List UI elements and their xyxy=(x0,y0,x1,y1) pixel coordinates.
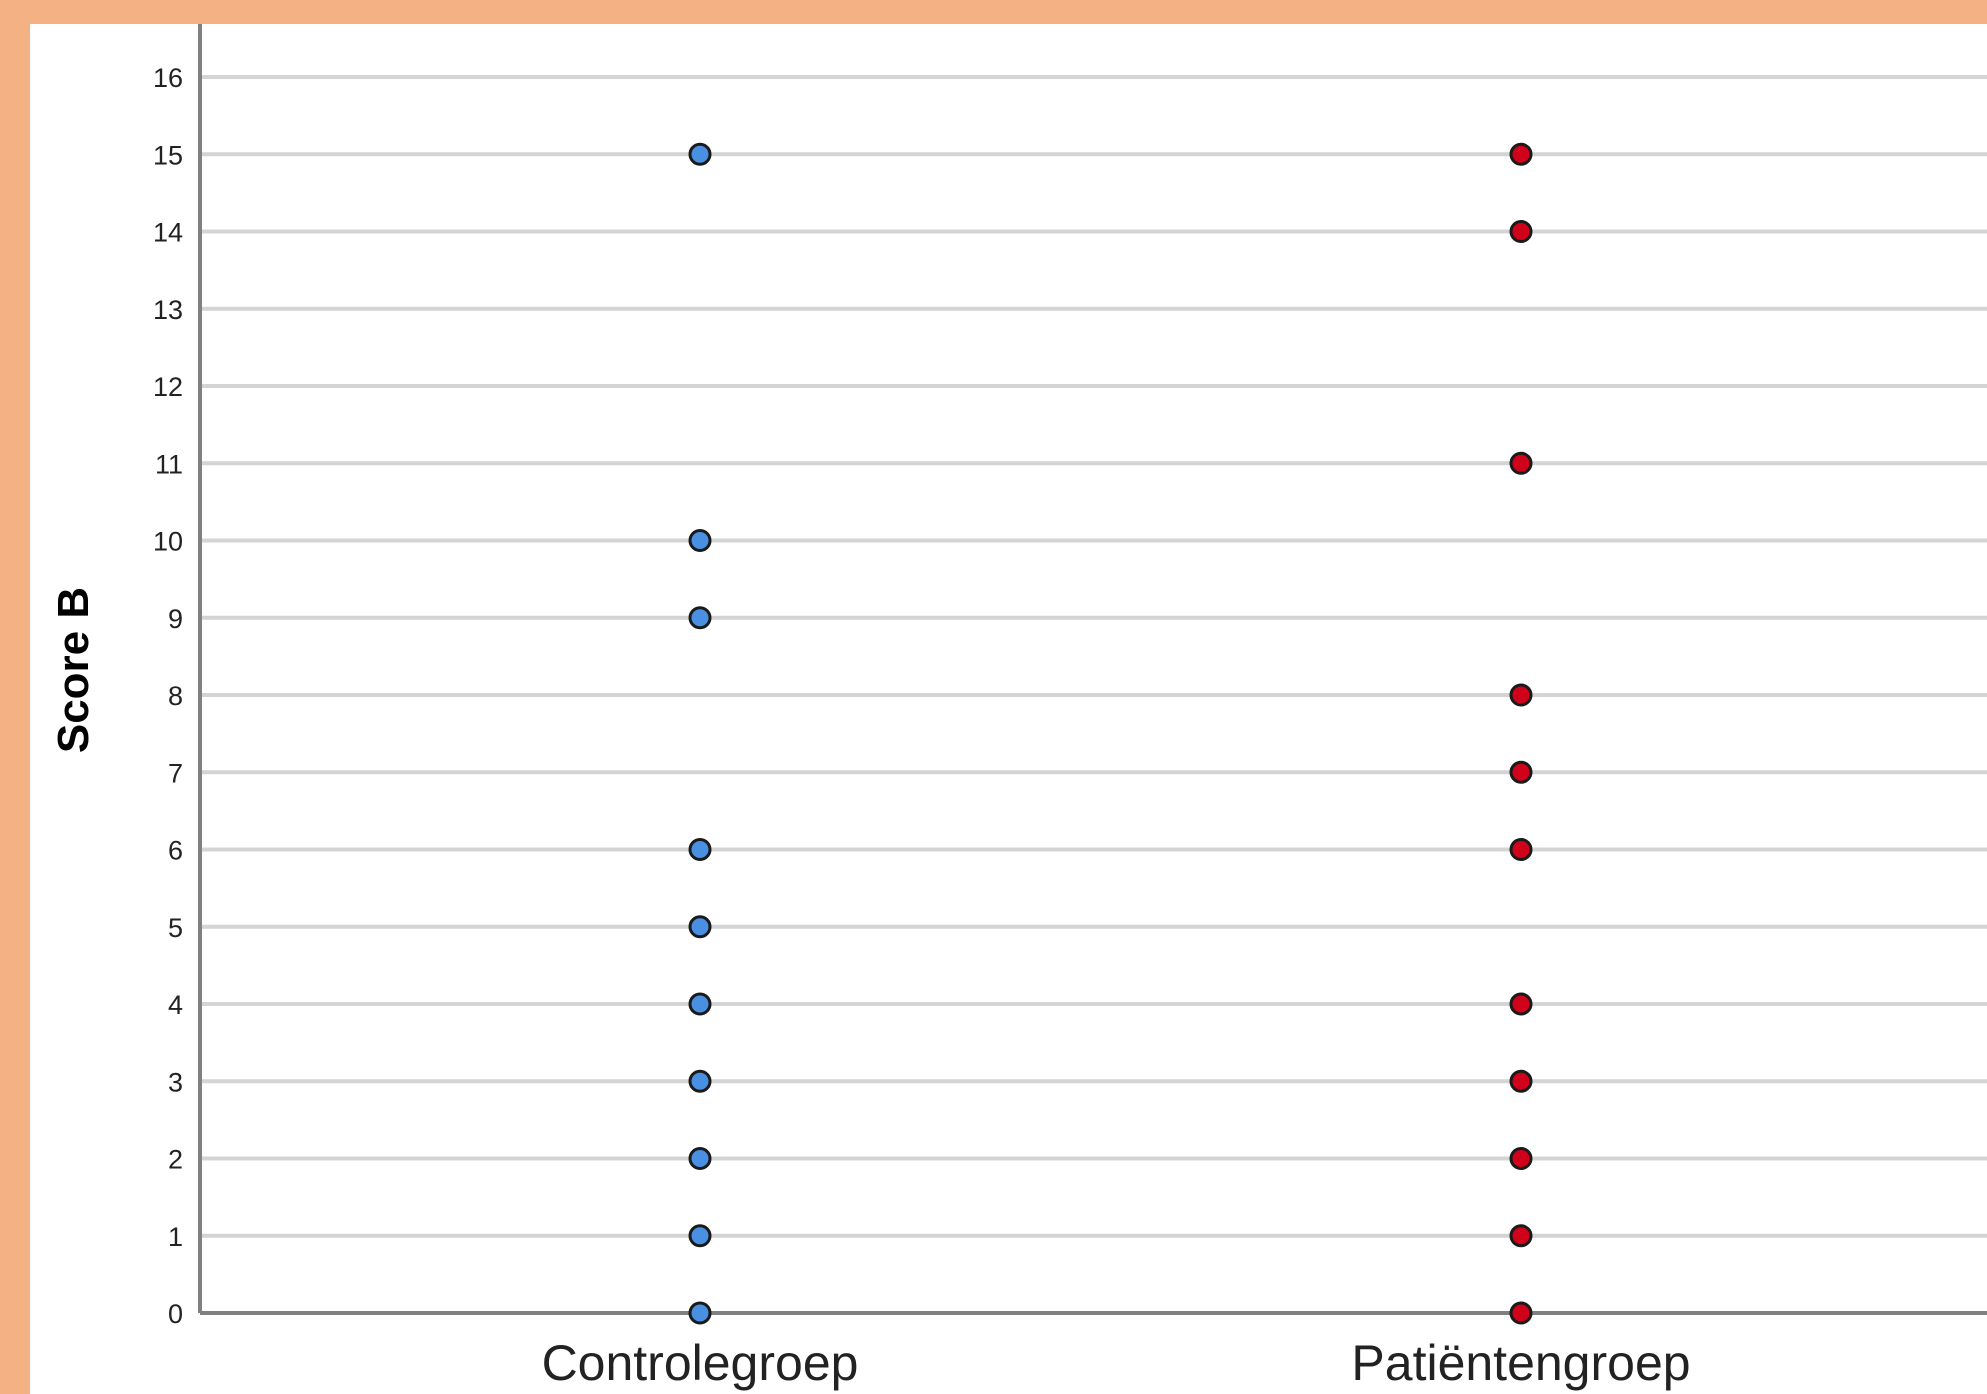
y-tick-label: 14 xyxy=(153,218,183,248)
data-point xyxy=(1509,142,1533,166)
y-tick-label: 12 xyxy=(153,372,183,402)
data-point xyxy=(1509,1301,1533,1325)
data-point xyxy=(688,606,712,630)
x-category-label: Controlegroep xyxy=(542,1335,859,1391)
y-tick-label: 4 xyxy=(168,990,183,1020)
y-tick-label: 8 xyxy=(168,681,183,711)
chart-frame xyxy=(30,24,1987,1394)
data-point xyxy=(688,1301,712,1325)
y-tick-label: 5 xyxy=(168,913,183,943)
y-tick-label: 15 xyxy=(153,140,183,170)
data-point xyxy=(688,1147,712,1170)
gridlines xyxy=(200,75,1987,1238)
data-point xyxy=(1509,220,1533,243)
y-tick-label: 10 xyxy=(153,527,183,557)
data-point xyxy=(688,142,712,166)
data-point xyxy=(688,992,712,1016)
y-tick-label: 2 xyxy=(168,1145,183,1175)
y-tick-label: 9 xyxy=(168,604,183,634)
data-point xyxy=(1509,838,1533,861)
data-points xyxy=(688,142,1533,1325)
data-point xyxy=(688,838,712,861)
data-point xyxy=(1509,1224,1533,1248)
y-tick-label: 16 xyxy=(153,63,183,93)
y-tick-label: 7 xyxy=(168,758,183,788)
data-point xyxy=(688,1069,712,1093)
y-tick-label: 3 xyxy=(168,1067,183,1097)
x-category-labels: Controlegroep Patiëntengroep xyxy=(542,1335,1691,1391)
x-category-label: Patiëntengroep xyxy=(1351,1335,1690,1391)
y-tick-label: 11 xyxy=(155,449,183,479)
data-point xyxy=(1509,451,1533,475)
y-tick-label: 1 xyxy=(168,1222,183,1252)
data-point xyxy=(688,1224,712,1248)
data-point xyxy=(688,529,712,552)
data-point xyxy=(1509,760,1533,784)
y-tick-label: 13 xyxy=(153,295,183,325)
data-point xyxy=(1509,992,1533,1016)
y-tick-label: 0 xyxy=(168,1299,183,1329)
data-point xyxy=(1509,1069,1533,1093)
y-axis-label: Score B xyxy=(49,587,98,753)
axes xyxy=(198,24,1987,1315)
data-point xyxy=(688,915,712,939)
data-point xyxy=(1509,1147,1533,1170)
y-tick-label: 6 xyxy=(168,836,183,866)
data-point xyxy=(1509,683,1533,707)
